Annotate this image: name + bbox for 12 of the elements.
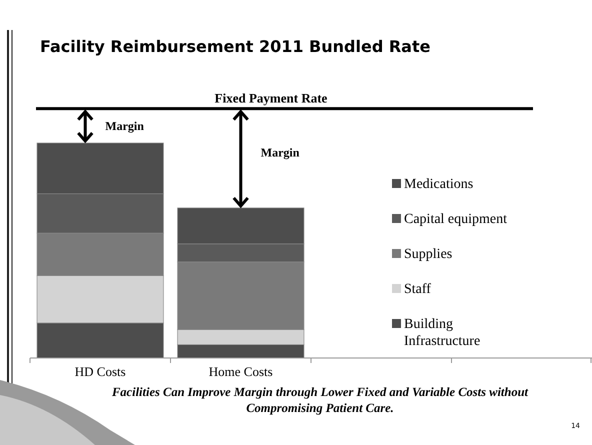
legend-label: Capital equipment (404, 212, 508, 227)
legend-label: Building Infrastructure (404, 317, 480, 349)
x-tick-label: Home Costs (208, 364, 273, 379)
legend-label: Supplies (404, 247, 452, 262)
text: Facilities Can Improve Margin through Lower Fixed and Variable Costs without Compromising Patient Care. (110, 385, 529, 415)
ref-line-label: Fixed Payment Rate (214, 90, 328, 106)
legend-label: Medications (404, 177, 474, 192)
legend-label: Staff (404, 282, 432, 297)
x-tick-label: HD Costs (74, 364, 126, 379)
chart-title: Facility Reimbursement 2011 Bundled Rate (40, 37, 431, 56)
annotation: Margin (260, 146, 300, 160)
text: Margin (105, 118, 144, 133)
